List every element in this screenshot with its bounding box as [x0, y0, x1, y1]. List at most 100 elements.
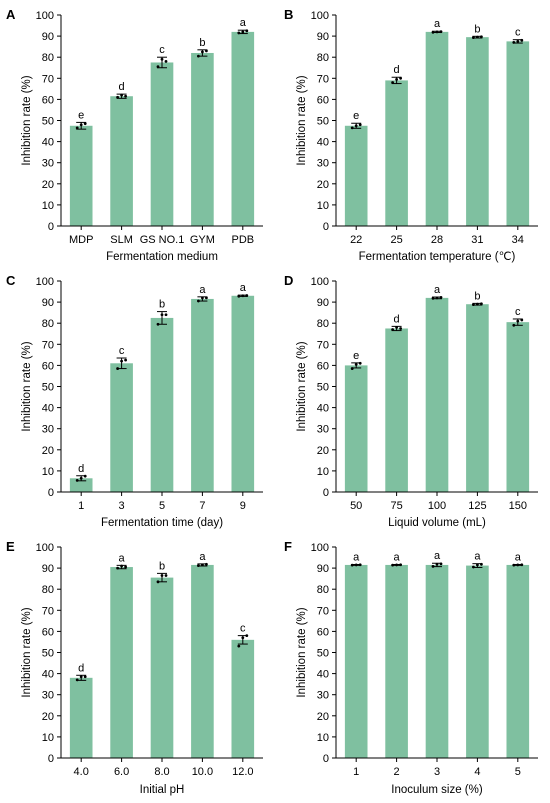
panel-e-xtick-label-3: 8.0 — [154, 766, 169, 778]
panel-d-point-4-2 — [476, 302, 479, 306]
panel-f-bar-3 — [425, 564, 449, 758]
panel-e-point-1-2 — [79, 675, 83, 679]
panel-f-xtick-label-4: 4 — [474, 766, 480, 778]
panel-a-letter: A — [6, 7, 16, 22]
panel-c-y-axis-title: Inhibition rate (%) — [21, 341, 33, 431]
panel-c-point-3-1 — [156, 322, 160, 326]
panel-d-significance-3: a — [434, 284, 441, 296]
panel-b-ytick-label-4: 40 — [317, 137, 329, 149]
panel-a-significance-4: b — [199, 37, 205, 49]
panel-a: Ae MDP d SLM c GS NO.1 b GYM a PDB 0 10 20 30 40 50 60 70… — [6, 7, 263, 263]
panel-e-ytick-label-6: 60 — [42, 626, 54, 638]
panel-f-ytick-label-4: 40 — [317, 669, 329, 681]
panel-e-ytick-label-3: 30 — [42, 690, 54, 702]
panel-d-ytick-label-8: 80 — [317, 318, 329, 330]
panel-f-xtick-label-3: 3 — [434, 766, 440, 778]
panel-e-ytick-label-5: 50 — [42, 648, 54, 660]
panel-c-ytick-label-1: 10 — [42, 466, 54, 478]
panel-a-point-2-2 — [120, 93, 123, 97]
panel-c-ytick-label-0: 0 — [48, 487, 54, 499]
panel-c-bar-1 — [69, 478, 93, 492]
panel-e-bar-5 — [231, 639, 255, 758]
panel-e-ytick-label-1: 10 — [42, 732, 54, 744]
panel-f-significance-3: a — [434, 550, 441, 562]
panel-b-point-1-3 — [358, 123, 362, 127]
panel-d-xtick-label-5: 150 — [509, 500, 527, 512]
panel-c-point-1-2 — [79, 476, 83, 480]
panel-b-significance-2: d — [394, 64, 400, 76]
panel-b-significance-5: c — [515, 27, 521, 39]
panel-b-point-4-3 — [480, 35, 483, 39]
panel-b: Be 22 d 25 a 28 b 31 c 34 0 10 20 30 40 50 60 70 80 90 100 Fe… — [284, 7, 538, 263]
panel-f-ytick-label-2: 20 — [317, 711, 329, 723]
panel-d-significance-4: b — [474, 290, 480, 302]
panel-f-xtick-label-2: 2 — [394, 766, 400, 778]
panel-e-point-1-3 — [83, 675, 87, 679]
panel-d-point-3-2 — [435, 296, 439, 300]
panel-b-point-5-2 — [516, 39, 520, 43]
panel-e-point-5-1 — [237, 644, 241, 648]
panel-a-ytick-label-5: 50 — [42, 116, 54, 128]
panel-d: De 50 d 75 a 100 b 125 c 150 0 10 20 30 40 50 60 70 80 90 10… — [284, 273, 538, 529]
panel-a-bar-2 — [110, 96, 133, 226]
panel-d-point-2-2 — [395, 326, 398, 329]
panel-c-ytick-label-2: 20 — [42, 445, 54, 457]
panel-a-ytick-label-2: 20 — [42, 179, 54, 191]
panel-b-xtick-label-3: 28 — [431, 234, 443, 246]
panel-f-point-2-2 — [395, 563, 398, 567]
panel-b-ytick-label-1: 10 — [317, 200, 329, 212]
panel-c-ytick-label-5: 50 — [42, 382, 54, 394]
panel-b-xtick-label-1: 22 — [350, 234, 362, 246]
panel-e-xtick-label-2: 6.0 — [114, 766, 129, 778]
panel-b-significance-4: b — [474, 23, 480, 35]
panel-e-y-axis-title: Inhibition rate (%) — [21, 607, 33, 697]
panel-c-bar-5 — [231, 295, 255, 492]
panel-c-significance-2: c — [119, 345, 125, 357]
panel-a-point-2-3 — [124, 94, 127, 98]
panel-b-ytick-label-6: 60 — [317, 94, 329, 106]
panel-f-ytick-label-8: 80 — [317, 584, 329, 596]
panel-e-point-5-3 — [245, 634, 249, 638]
panel-e-bar-4 — [191, 564, 214, 758]
panel-f-significance-4: a — [474, 551, 481, 563]
panel-f-xtick-label-1: 1 — [353, 766, 359, 778]
panel-a-bar-5 — [231, 31, 255, 226]
panel-e-ytick-label-8: 80 — [42, 584, 54, 596]
panel-e-xtick-label-5: 12.0 — [232, 766, 253, 778]
panel-b-point-2-2 — [395, 77, 398, 81]
panel-d-point-1-2 — [354, 362, 358, 366]
panel-e-ytick-label-9: 90 — [42, 563, 54, 575]
panel-f-point-1-3 — [358, 563, 362, 567]
panel-a-significance-5: a — [240, 17, 247, 29]
panel-b-point-4-1 — [472, 36, 475, 39]
panel-c-significance-5: a — [240, 282, 247, 294]
panel-e-ytick-label-10: 100 — [36, 542, 54, 554]
panel-c-bar-3 — [150, 317, 174, 492]
panel-a-xtick-label-5: PDB — [231, 234, 254, 246]
panel-c-xtick-label-5: 9 — [240, 500, 246, 512]
panel-c-xtick-label-3: 5 — [159, 500, 165, 512]
panel-c-point-3-3 — [164, 313, 168, 317]
panel-c-ytick-label-9: 90 — [42, 297, 54, 309]
panel-a-ytick-label-1: 10 — [42, 200, 54, 212]
panel-f-point-2-3 — [399, 563, 402, 567]
panel-b-bar-2 — [385, 80, 408, 226]
panel-e-ytick-label-7: 70 — [42, 605, 54, 617]
panel-e-point-3-2 — [160, 574, 164, 577]
panel-b-point-3-3 — [439, 30, 443, 34]
panel-e-significance-3: b — [159, 560, 165, 572]
panel-d-ytick-label-9: 90 — [317, 297, 329, 309]
panel-c-bar-2 — [110, 363, 133, 492]
panel-b-point-1-1 — [350, 126, 354, 130]
panel-b-significance-1: e — [353, 110, 359, 122]
panel-c-xtick-label-1: 1 — [78, 500, 84, 512]
panel-c-point-2-3 — [124, 358, 127, 362]
panel-d-xtick-label-1: 50 — [350, 500, 362, 512]
panel-c-ytick-label-3: 30 — [42, 424, 54, 436]
panel-f-letter: F — [284, 539, 292, 554]
panel-f-bar-4 — [466, 565, 489, 758]
panel-a-point-4-2 — [201, 50, 204, 54]
panel-e-point-1-1 — [75, 678, 79, 682]
panel-d-point-1-1 — [350, 367, 354, 370]
panel-a-point-3-1 — [156, 65, 160, 69]
